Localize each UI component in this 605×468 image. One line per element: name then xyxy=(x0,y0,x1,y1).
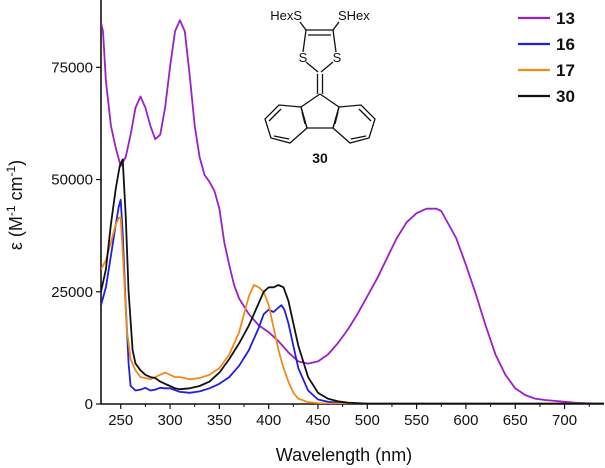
ring-bond xyxy=(302,29,307,53)
y-axis-title-superscript: -1 xyxy=(4,165,18,176)
x-axis-title: Wavelength (nm) xyxy=(276,445,412,465)
plot-frame xyxy=(100,0,604,405)
substituent-left-label: HexS xyxy=(270,8,302,23)
y-tick-label: 50000 xyxy=(51,172,93,189)
fluorene-bond xyxy=(319,93,340,108)
fluorene-bond xyxy=(300,93,321,108)
y-tick-label: 75000 xyxy=(51,59,93,76)
legend-label-16: 16 xyxy=(556,35,575,54)
y-tick-label: 25000 xyxy=(51,284,93,301)
series-line-17 xyxy=(101,216,604,404)
y-tick-label: 0 xyxy=(85,396,93,413)
fluorene-right-ring xyxy=(332,104,376,144)
series-line-16 xyxy=(101,198,604,404)
x-tick-label: 550 xyxy=(404,412,429,429)
fluorene-left-ring xyxy=(264,104,308,144)
legend-label-17: 17 xyxy=(556,61,575,80)
y-axis-title-part: ε (M xyxy=(6,216,26,250)
y-axis-title-part: cm xyxy=(6,176,26,205)
x-tick-label: 250 xyxy=(108,412,133,429)
aromatic-bond xyxy=(334,111,339,125)
aromatic-bond xyxy=(301,111,306,125)
y-axis-ticks: 0 25000 50000 75000 xyxy=(51,59,101,413)
ring-sulfur-right: S xyxy=(333,50,342,65)
ring-sulfur-left: S xyxy=(299,50,308,65)
series-line-30 xyxy=(101,158,604,404)
x-tick-label: 350 xyxy=(207,412,232,429)
substituent-right-label: SHex xyxy=(338,8,370,23)
compound-label: 30 xyxy=(312,150,328,166)
substituent-bond xyxy=(332,21,340,31)
aromatic-bond xyxy=(358,108,372,122)
y-axis-title: ε (M-1 cm-1) xyxy=(4,160,26,250)
x-tick-label: 450 xyxy=(305,412,330,429)
legend-label-30: 30 xyxy=(556,87,575,106)
molecule-structure xyxy=(264,21,376,144)
substituent-bond xyxy=(299,21,307,31)
x-tick-label: 700 xyxy=(552,412,577,429)
legend: 13 16 17 30 xyxy=(518,9,575,106)
y-axis-title-superscript: -1 xyxy=(4,205,18,216)
aromatic-bond xyxy=(350,135,367,140)
x-tick-label: 650 xyxy=(503,412,528,429)
aromatic-bond xyxy=(273,135,290,140)
x-axis-ticks: 250 300 350 400 450 500 550 600 650 700 xyxy=(108,404,590,429)
x-tick-label: 600 xyxy=(453,412,478,429)
x-tick-label: 500 xyxy=(355,412,380,429)
y-axis-title-part: ) xyxy=(6,160,26,166)
legend-label-13: 13 xyxy=(556,9,575,28)
x-tick-label: 400 xyxy=(256,412,281,429)
ring-bond xyxy=(305,61,319,73)
x-tick-label: 300 xyxy=(158,412,183,429)
ring-bond xyxy=(320,61,334,73)
series-group xyxy=(101,19,604,404)
series-line-13 xyxy=(101,19,604,404)
aromatic-bond xyxy=(268,108,282,122)
ring-bond xyxy=(332,29,337,53)
